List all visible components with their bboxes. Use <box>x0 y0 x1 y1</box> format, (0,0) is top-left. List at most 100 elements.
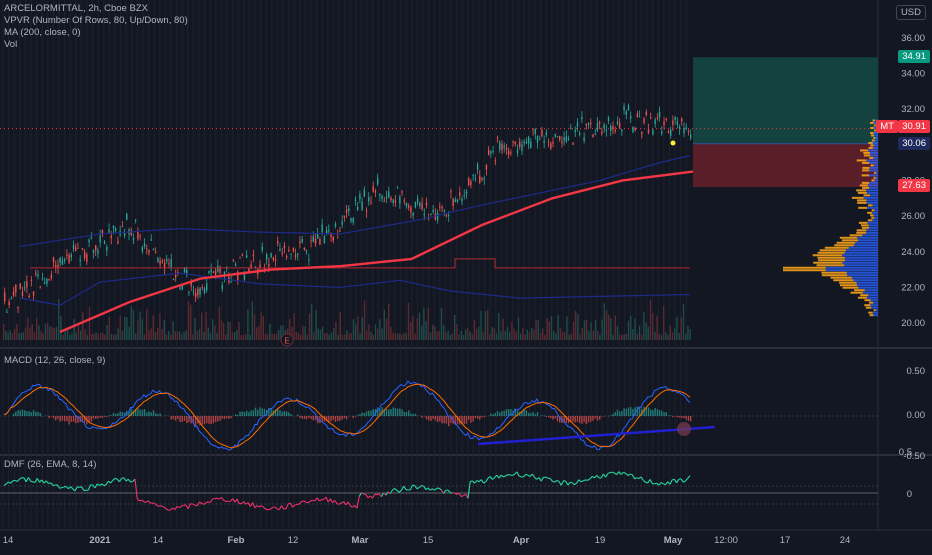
candle-body <box>459 192 460 196</box>
candle-body <box>99 236 100 243</box>
candle-body <box>590 123 591 124</box>
macd-histogram-bar <box>481 416 482 417</box>
volume-bar <box>617 326 618 340</box>
volume-bar <box>106 325 107 340</box>
vpvr-up-bar <box>842 254 878 256</box>
macd-legend[interactable]: MACD (12, 26, close, 9) <box>4 355 105 366</box>
macd-histogram-bar <box>341 416 342 420</box>
candle-body <box>650 117 651 118</box>
candle-body <box>40 287 41 288</box>
macd-histogram-bar <box>497 411 498 416</box>
vpvr-down-bar <box>870 314 874 316</box>
vpvr-up-bar <box>846 249 878 251</box>
volume-bar <box>95 332 96 340</box>
dmf-line <box>62 487 64 488</box>
candle-body <box>139 236 140 237</box>
macd-histogram-bar <box>639 407 640 416</box>
volume-bar <box>417 318 418 340</box>
candle-body <box>561 142 562 144</box>
volume-bar <box>16 324 17 340</box>
candle-body <box>393 200 394 203</box>
candle-body <box>315 239 316 243</box>
macd-histogram-bar <box>151 412 152 416</box>
candle-body <box>262 247 263 251</box>
volume-bar <box>245 334 246 340</box>
currency-button[interactable]: USD <box>896 5 926 20</box>
target-price-tag: 34.91 <box>898 50 930 63</box>
dmf-line <box>11 481 13 484</box>
main-series-legend[interactable]: ARCELORMITTAL, 2h, Cboe BZX <box>4 3 148 14</box>
volume-bar <box>485 311 486 340</box>
candle-body <box>33 292 34 296</box>
volume-bar <box>641 335 642 340</box>
volume-bar <box>520 334 521 340</box>
dmf-line <box>681 479 683 482</box>
vpvr-up-bar <box>875 209 878 211</box>
macd-histogram-bar <box>219 416 220 421</box>
macd-histogram-bar <box>499 412 500 416</box>
volume-bar <box>271 334 272 340</box>
macd-histogram-bar <box>495 413 496 416</box>
vpvr-up-bar <box>857 282 878 284</box>
candle-body <box>439 207 440 208</box>
candle-body <box>266 254 267 259</box>
volume-bar <box>190 305 191 340</box>
volume-bar <box>267 334 268 340</box>
candle-body <box>619 123 620 128</box>
candle-body <box>566 136 567 141</box>
dmf-line <box>419 486 421 488</box>
vpvr-down-bar <box>856 189 866 191</box>
vpvr-up-bar <box>862 234 878 236</box>
macd-histogram-bar <box>228 416 229 419</box>
target-zone <box>693 57 878 143</box>
dmf-line <box>504 476 506 477</box>
volume-bar <box>626 334 627 340</box>
vpvr-up-bar <box>871 299 878 301</box>
macd-histogram-bar <box>472 416 473 421</box>
macd-histogram-bar <box>148 411 149 416</box>
vpvr-down-bar <box>825 247 849 249</box>
macd-histogram-bar <box>279 410 280 416</box>
candle-body <box>479 175 480 182</box>
macd-histogram-bar <box>404 412 405 416</box>
candle-body <box>26 281 27 287</box>
dmf-line <box>654 483 656 484</box>
dmf-line <box>341 502 343 503</box>
candle-body <box>470 181 471 185</box>
ma-legend[interactable]: MA (200, close, 0) <box>4 27 81 38</box>
volume-bar <box>168 331 169 340</box>
vpvr-up-bar <box>868 149 878 151</box>
candle-body <box>284 246 285 249</box>
vpvr-legend[interactable]: VPVR (Number Of Rows, 80, Up/Down, 80) <box>4 15 188 26</box>
volume-bar <box>674 328 675 340</box>
dmf-legend[interactable]: DMF (26, EMA, 8, 14) <box>4 459 96 470</box>
volume-bar <box>670 326 671 340</box>
volume-bar <box>120 316 121 340</box>
volume-bar <box>648 327 649 340</box>
candle-body <box>293 248 294 251</box>
macd-histogram-bar <box>99 416 100 418</box>
vpvr-up-bar <box>857 284 878 286</box>
dmf-line <box>37 478 39 482</box>
candle-body <box>448 215 449 216</box>
candle-body <box>179 287 180 289</box>
vpvr-up-bar <box>873 312 878 314</box>
dmf-line <box>688 476 690 479</box>
candle-body <box>295 255 296 258</box>
vpvr-down-bar <box>872 139 875 141</box>
price-axis-label: 26.00 <box>901 211 925 222</box>
candle-body <box>159 261 160 265</box>
dmf-line <box>486 478 488 482</box>
candle-body <box>124 233 125 236</box>
vol-legend[interactable]: Vol <box>4 39 17 50</box>
macd-histogram-bar <box>186 416 187 423</box>
volume-bar <box>406 333 407 340</box>
volume-bar <box>344 334 345 340</box>
time-axis-label: 2021 <box>89 535 111 546</box>
dmf-line <box>135 479 137 499</box>
volume-bar <box>40 331 41 340</box>
dmf-line <box>217 498 219 499</box>
macd-histogram-bar <box>60 416 61 422</box>
